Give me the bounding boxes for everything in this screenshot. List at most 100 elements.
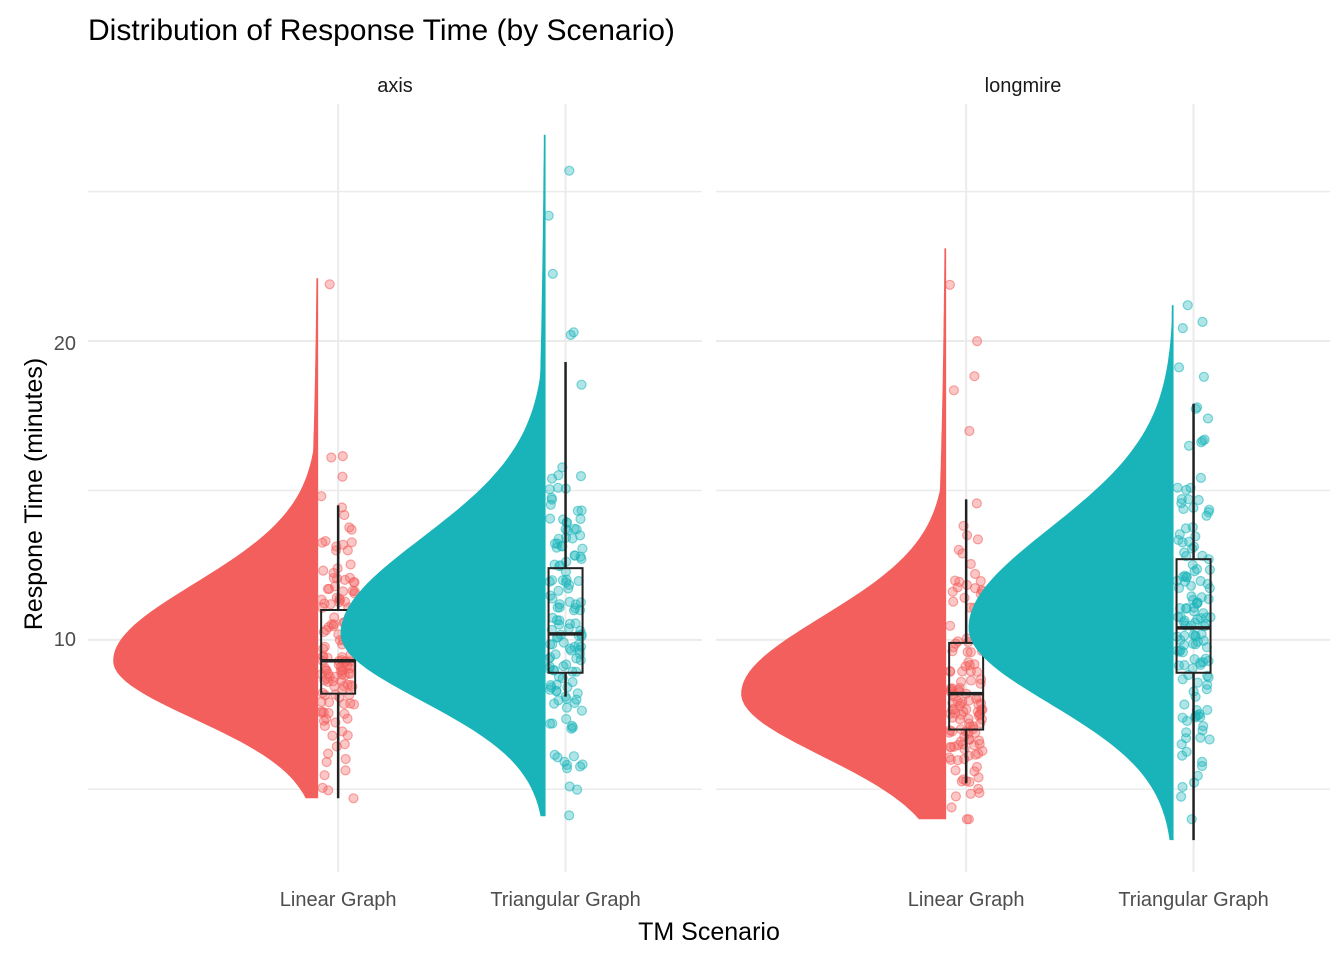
data-point — [1196, 629, 1207, 640]
data-point — [952, 755, 963, 766]
data-point — [974, 787, 985, 799]
data-point — [561, 574, 572, 585]
data-point — [948, 385, 960, 396]
data-point — [1198, 371, 1210, 382]
box-iqr — [547, 567, 584, 674]
data-point — [575, 641, 587, 652]
data-point — [317, 782, 328, 794]
data-point — [557, 575, 569, 586]
data-point — [1202, 413, 1214, 424]
data-point — [1178, 503, 1189, 515]
data-point — [318, 707, 329, 718]
data-point — [963, 814, 974, 825]
facet-panel-longmire: longmire Linear Graph Triangular Graph — [716, 75, 1330, 911]
data-point — [948, 596, 959, 607]
data-point — [575, 471, 587, 482]
data-point — [571, 653, 582, 664]
data-point — [944, 279, 956, 290]
data-point — [948, 741, 960, 752]
data-point — [346, 537, 357, 548]
data-point — [1182, 300, 1193, 311]
data-point — [950, 765, 961, 776]
data-point — [972, 534, 984, 545]
data-point — [325, 599, 336, 610]
data-point — [339, 739, 350, 750]
data-point — [1197, 550, 1208, 561]
density-triangular-graph — [968, 305, 1174, 841]
data-point — [1172, 482, 1183, 493]
x-tick-label: Linear Graph — [280, 889, 397, 911]
box-iqr — [1175, 558, 1212, 674]
data-point — [1203, 593, 1214, 605]
data-point — [1179, 659, 1190, 671]
data-point — [971, 336, 983, 347]
data-point — [554, 599, 565, 610]
data-point — [1180, 603, 1192, 614]
density-triangular-graph — [340, 134, 546, 817]
data-point — [1175, 791, 1187, 802]
data-point — [563, 583, 574, 594]
data-point — [337, 471, 348, 482]
data-point — [571, 524, 582, 535]
data-point — [577, 543, 588, 554]
data-point — [564, 810, 575, 821]
data-point — [345, 698, 356, 709]
data-point — [959, 592, 970, 603]
data-point — [1179, 630, 1190, 641]
data-point — [335, 661, 346, 672]
data-point — [1186, 814, 1197, 825]
data-point — [348, 576, 359, 588]
data-point — [950, 791, 962, 802]
data-point — [568, 751, 580, 762]
y-tick-label-10: 10 — [54, 629, 76, 651]
data-point — [1197, 435, 1208, 446]
data-point — [342, 730, 353, 741]
data-point — [326, 619, 337, 630]
data-point — [965, 788, 976, 799]
data-point — [1183, 440, 1195, 451]
data-point — [948, 642, 959, 653]
data-point — [560, 659, 572, 670]
data-point — [969, 659, 980, 670]
y-tick-label-20: 20 — [54, 333, 76, 355]
data-point — [564, 781, 575, 792]
data-point — [563, 623, 574, 634]
data-point — [337, 586, 349, 597]
data-point — [575, 513, 586, 525]
data-point — [546, 494, 558, 505]
data-point — [1185, 580, 1197, 591]
data-point — [564, 165, 575, 176]
data-point — [322, 676, 334, 688]
data-point — [971, 761, 983, 773]
data-point — [1197, 316, 1208, 327]
data-point — [962, 646, 973, 658]
data-point — [576, 379, 587, 390]
data-point — [569, 550, 581, 561]
data-point — [1181, 571, 1192, 583]
data-point — [944, 620, 956, 631]
data-point — [574, 530, 586, 541]
data-point — [969, 371, 980, 382]
data-point — [1193, 494, 1204, 506]
data-point — [327, 730, 338, 741]
data-point — [547, 718, 558, 729]
data-point — [319, 770, 330, 781]
data-point — [319, 720, 330, 732]
x-tick-label: Triangular Graph — [490, 889, 640, 911]
facet-panel-axis: axis Linear Graph Triangular Graph — [88, 75, 702, 911]
data-point — [342, 545, 353, 556]
data-point — [971, 498, 982, 509]
data-point — [345, 559, 356, 570]
data-point — [1186, 591, 1197, 602]
data-point — [569, 697, 580, 709]
data-point — [339, 708, 350, 719]
data-point — [1177, 323, 1188, 334]
data-point — [323, 748, 334, 759]
data-point — [326, 452, 337, 463]
data-point — [1190, 639, 1201, 650]
data-point — [550, 649, 561, 660]
data-point — [561, 759, 573, 771]
data-point — [551, 686, 562, 697]
data-point — [323, 697, 335, 708]
